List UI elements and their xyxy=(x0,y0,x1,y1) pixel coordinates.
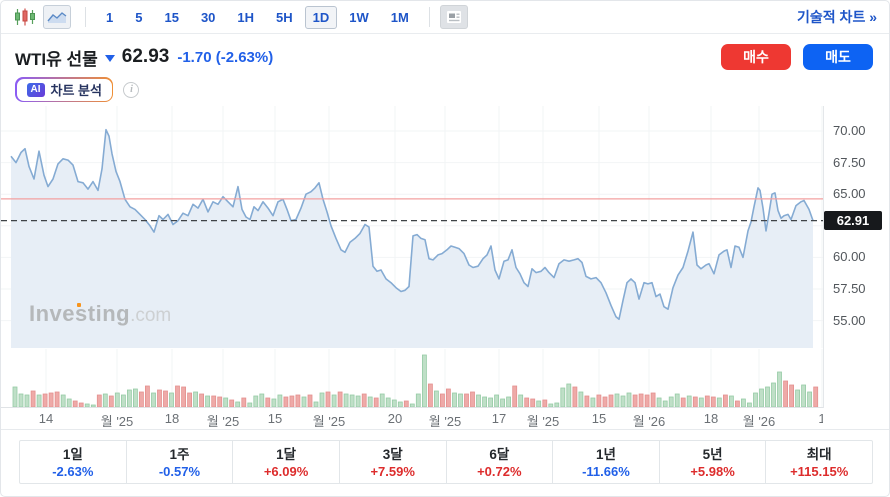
performance-cell-6달: 6달 +0.72% xyxy=(445,441,553,483)
performance-value: +5.98% xyxy=(690,464,735,479)
candlestick-chart-icon[interactable] xyxy=(11,5,39,29)
ai-analysis-row: AI 차트 분석 i xyxy=(1,72,889,102)
performance-value: +115.15% xyxy=(790,464,849,479)
x-tick-label: 15 xyxy=(591,411,607,426)
x-tick-label: 14 xyxy=(38,411,54,426)
performance-value: +6.09% xyxy=(263,464,309,479)
watermark-suffix: .com xyxy=(130,305,172,326)
price-down-arrow-icon xyxy=(104,55,115,62)
performance-cell-최대: 최대 +115.15% xyxy=(765,441,872,483)
x-tick-label: 월 '26 xyxy=(632,414,666,427)
investing-watermark: Investing.com xyxy=(29,301,171,327)
x-tick-label: 월 '26 xyxy=(742,414,776,427)
toolbar-divider xyxy=(85,7,86,27)
performance-cell-5년: 5년 +5.98% xyxy=(658,441,766,483)
timeframe-1m[interactable]: 1M xyxy=(381,6,419,29)
performance-cell-1년: 1년 -11.66% xyxy=(552,441,659,483)
ai-chip-icon: AI xyxy=(26,82,45,97)
x-tick-label: 월 '25 xyxy=(312,414,346,427)
last-price: 62.93 xyxy=(121,46,170,67)
ai-chart-analysis-button[interactable]: AI 차트 분석 xyxy=(15,77,114,102)
timeframe-group: 1 5 15 30 1H 5H 1D 1W 1M xyxy=(96,5,419,29)
ai-analysis-label: 차트 분석 xyxy=(50,83,102,98)
timeframe-30[interactable]: 30 xyxy=(191,6,225,29)
performance-value: +0.72% xyxy=(477,464,522,479)
timeframe-1w[interactable]: 1W xyxy=(339,6,379,29)
performance-cell-1일: 1일 -2.63% xyxy=(20,441,126,483)
y-tick-label: 67.50 xyxy=(833,154,866,170)
buy-button[interactable]: 매수 xyxy=(721,44,791,70)
y-axis-labels: 70.00 67.50 65.00 60.00 57.50 55.00 xyxy=(824,106,889,348)
performance-value: -0.57% xyxy=(158,464,201,479)
x-tick-label: 20 xyxy=(387,411,403,426)
performance-period: 최대 xyxy=(806,447,832,462)
performance-period: 6달 xyxy=(489,447,510,462)
x-tick-label: 18 xyxy=(164,411,180,426)
y-tick-label: 70.00 xyxy=(833,123,866,138)
performance-cell-1주: 1주 -0.57% xyxy=(125,441,233,483)
performance-value: -2.63% xyxy=(52,464,94,479)
performance-period: 1달 xyxy=(276,447,297,462)
timeframe-1h[interactable]: 1H xyxy=(227,6,264,29)
instrument-title: WTI유 선물 xyxy=(15,49,98,69)
news-layout-icon[interactable] xyxy=(439,5,468,29)
performance-cell-1달: 1달 +6.09% xyxy=(232,441,339,483)
timeframe-1[interactable]: 1 xyxy=(96,6,123,29)
technical-chart-link[interactable]: 기술적 차트 » xyxy=(797,9,877,25)
x-tick-label: 월 '25 xyxy=(206,414,240,427)
x-tick-label: 월 '25 xyxy=(526,414,560,427)
y-tick-label: 60.00 xyxy=(833,249,866,265)
performance-table: 1일 -2.63% 1주 -0.57% 1달 +6.09% 3달 +7.59% 6달 +0.72%… xyxy=(19,440,873,484)
timeframe-5[interactable]: 5 xyxy=(125,6,152,29)
y-tick-label: 55.00 xyxy=(833,312,866,328)
timeframe-1d[interactable]: 1D xyxy=(304,5,338,29)
instrument-header: WTI유 선물 62.93 -1.70 (-2.63%) 매수 매도 xyxy=(1,34,889,72)
x-tick-label: 18 xyxy=(703,411,719,426)
info-icon[interactable]: i xyxy=(123,81,140,98)
toolbar: 1 5 15 30 1H 5H 1D 1W 1M 기술적 차트 » xyxy=(1,1,889,34)
timeframe-5h[interactable]: 5H xyxy=(266,6,303,29)
x-axis-labels: 14 월 '25 18 월 '25 15 월 '25 20 월 '25 17 월 '25 15 월 '… xyxy=(1,411,823,427)
x-tick-label: 1 xyxy=(818,411,823,426)
y-tick-label: 65.00 xyxy=(833,186,866,202)
timeframe-15[interactable]: 15 xyxy=(154,6,188,29)
line-chart-icon[interactable] xyxy=(43,5,71,29)
sell-button[interactable]: 매도 xyxy=(803,44,873,70)
toolbar-divider xyxy=(428,7,430,27)
performance-value: +7.59% xyxy=(370,464,415,479)
performance-value: -11.66% xyxy=(582,464,630,479)
watermark-orange-dot xyxy=(77,303,81,307)
current-price-badge: 62.91 xyxy=(824,211,882,231)
performance-period: 1주 xyxy=(169,447,190,462)
x-tick-label: 월 '25 xyxy=(428,414,462,427)
x-tick-label: 17 xyxy=(491,411,507,426)
axis-border xyxy=(823,106,824,408)
performance-period: 1년 xyxy=(595,447,616,462)
x-tick-label: 월 '25 xyxy=(100,414,134,427)
performance-cell-3달: 3달 +7.59% xyxy=(338,441,446,483)
y-tick-label: 57.50 xyxy=(833,281,866,296)
x-tick-label: 15 xyxy=(267,411,283,426)
volume-pane[interactable] xyxy=(1,349,823,408)
price-change: -1.70 (-2.63%) xyxy=(177,48,274,66)
performance-period: 3달 xyxy=(382,447,403,462)
price-chart[interactable]: 14 월 '25 18 월 '25 15 월 '25 20 월 '25 17 월 '25 15 월 '… xyxy=(1,106,889,429)
performance-period: 1일 xyxy=(62,447,83,462)
performance-period: 5년 xyxy=(702,447,723,462)
performance-strip: 1일 -2.63% 1주 -0.57% 1달 +6.09% 3달 +7.59% 6달 +0.72%… xyxy=(1,429,889,496)
price-pane[interactable] xyxy=(1,106,823,348)
